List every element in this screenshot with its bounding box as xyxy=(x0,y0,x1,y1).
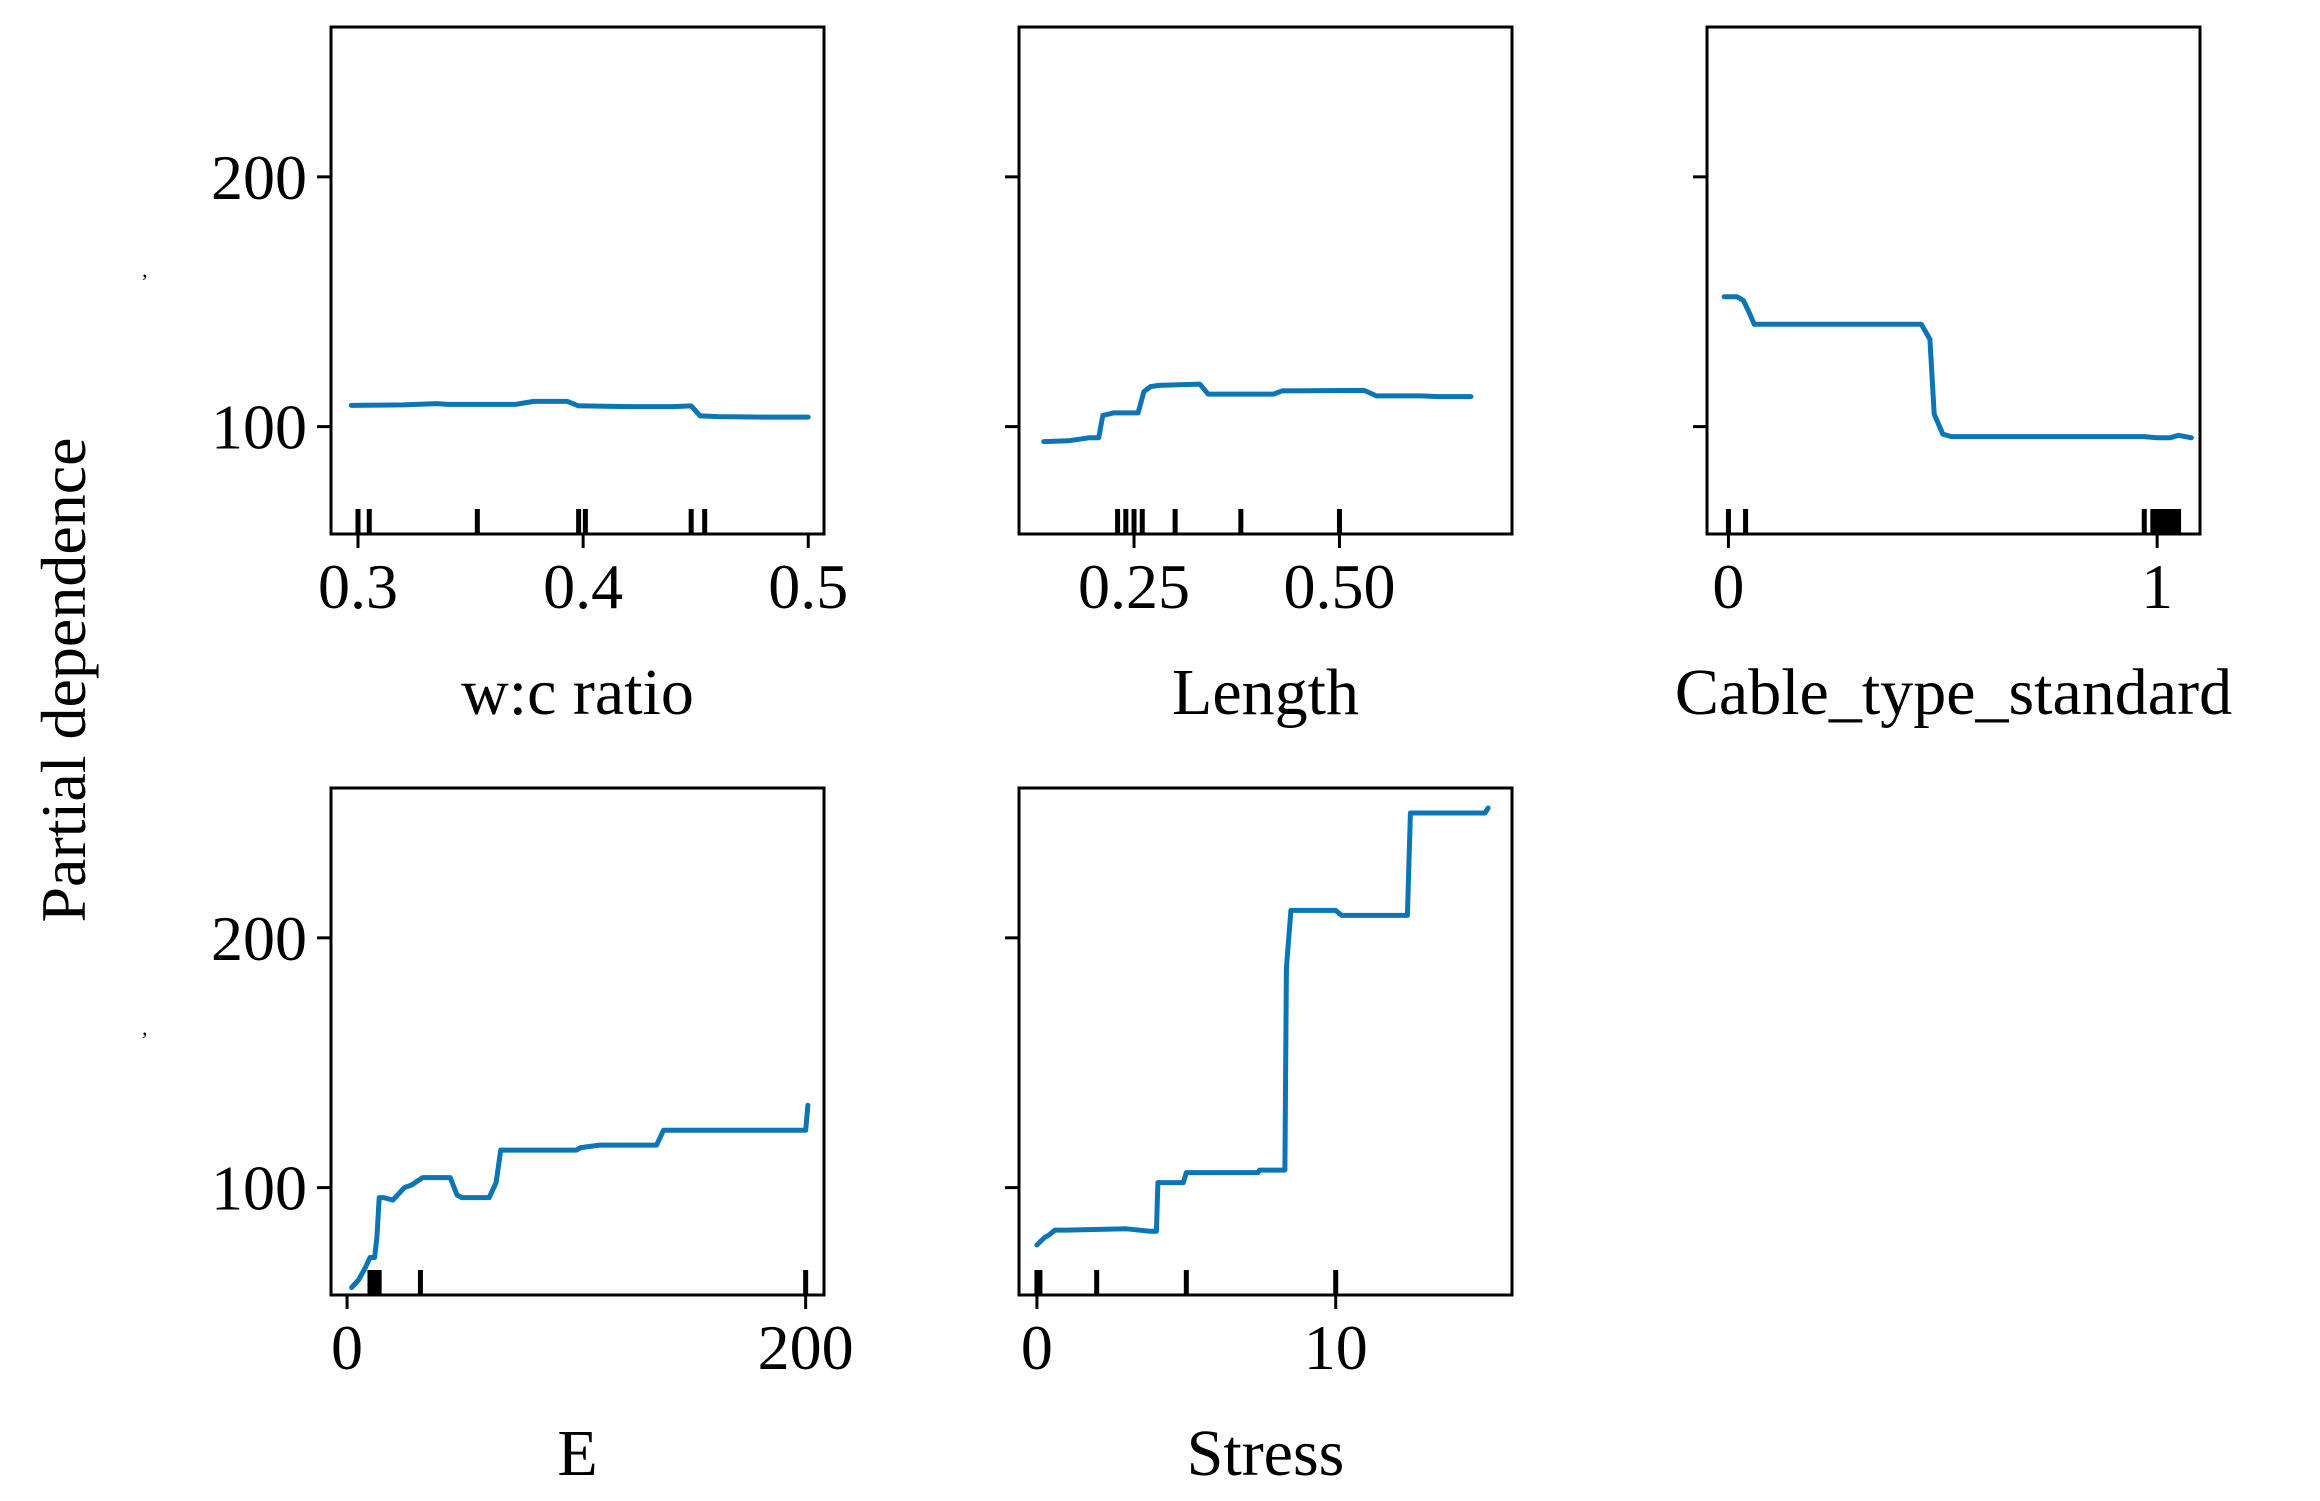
plot-frame xyxy=(1017,786,1514,1297)
plot-frame xyxy=(1705,25,2202,536)
x-tick-label: 0 xyxy=(1021,1312,1053,1383)
y-axis-label-mark-bottom: ‚ xyxy=(141,1015,148,1040)
y-tick-label: 200 xyxy=(211,903,307,974)
pd-line-4 xyxy=(349,1102,811,1290)
x-tick-label: 0.3 xyxy=(318,551,398,622)
subplot-2: 0.25 0.50 Length xyxy=(1005,25,1514,729)
subplot-4: 0 200 100 200 E xyxy=(211,786,854,1490)
x-tick-label: 0.25 xyxy=(1078,551,1190,622)
x-axis-title: Length xyxy=(1172,656,1359,729)
x-tick-label: 10 xyxy=(1304,1312,1368,1383)
plot-frame xyxy=(1017,25,1514,536)
x-tick-label: 0.5 xyxy=(768,551,848,622)
x-tick-label: 0.50 xyxy=(1283,551,1395,622)
pd-line-1 xyxy=(348,398,811,420)
pd-line-2 xyxy=(1041,381,1474,445)
x-axis-title: Cable_type_standard xyxy=(1675,656,2232,729)
y-axis-label-mark-top: ‚ xyxy=(141,257,148,282)
y-tick-label: 200 xyxy=(211,142,307,213)
x-tick-label: 0.4 xyxy=(543,551,623,622)
x-axis-title: E xyxy=(557,1417,597,1490)
x-tick-label: 0 xyxy=(331,1312,363,1383)
x-axis-title: w:c ratio xyxy=(461,656,694,729)
subplot-3: 0 1 Cable_type_standard xyxy=(1675,25,2232,729)
x-tick-label: 1 xyxy=(2141,551,2173,622)
pd-line-3 xyxy=(1721,294,2194,441)
plot-frame xyxy=(329,786,826,1297)
x-axis-title: Stress xyxy=(1187,1417,1345,1490)
x-tick-label: 0 xyxy=(1712,551,1744,622)
y-tick-label: 100 xyxy=(211,1153,307,1224)
subplot-1: 0.3 0.4 0.5 100 200 w:c ratio xyxy=(211,25,848,729)
pd-line-5 xyxy=(1034,805,1491,1248)
x-tick-label: 200 xyxy=(758,1312,854,1383)
y-tick-label: 100 xyxy=(211,392,307,463)
plot-frame xyxy=(329,25,826,536)
subplot-5: 0 10 Stress xyxy=(1005,786,1514,1490)
y-axis-label: Partial dependence xyxy=(28,437,99,922)
